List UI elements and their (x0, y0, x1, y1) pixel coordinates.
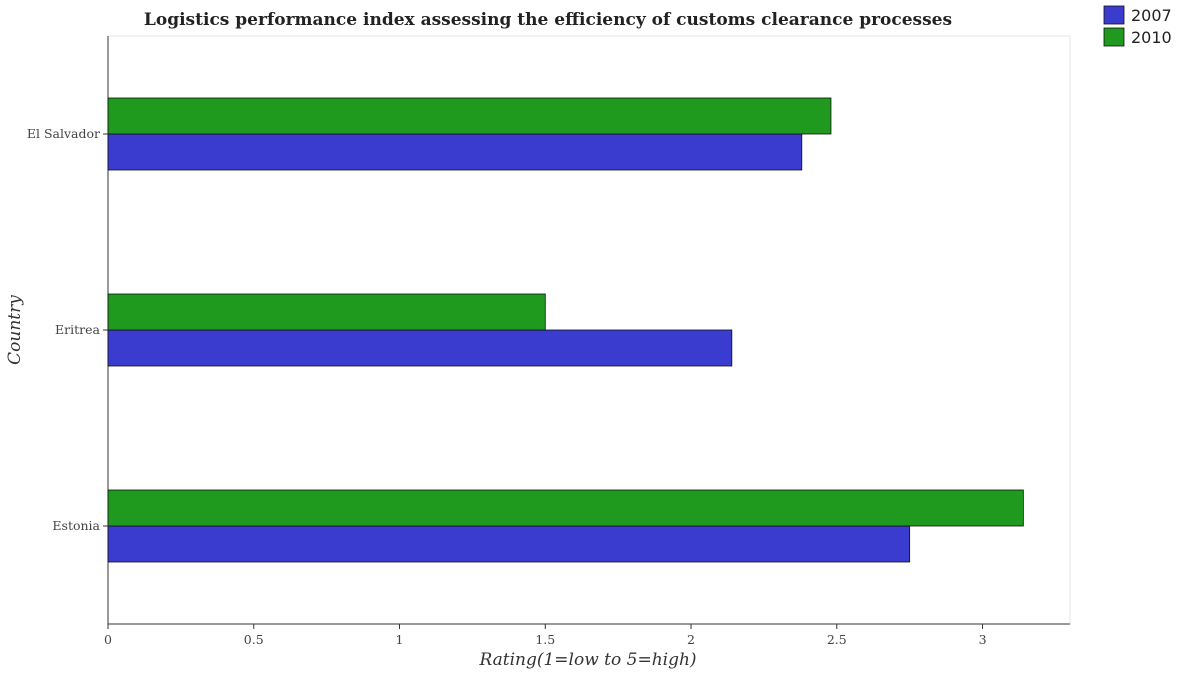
x-axis-title: Rating(1=low to 5=high) (478, 650, 696, 670)
x-tick-label: 0 (104, 632, 112, 647)
x-tick-label: 1 (396, 632, 404, 647)
legend-label-2010: 2010 (1131, 28, 1172, 47)
bar-2010-el-salvador (107, 97, 832, 135)
bar-2007-eritrea (107, 329, 733, 367)
x-tick-label: 2 (687, 632, 695, 647)
x-ticks: 0 0.5 1 1.5 2 2.5 3 (104, 624, 987, 647)
x-tick-label: 2.5 (827, 632, 847, 647)
y-tick-label: Eritrea (55, 322, 100, 337)
x-tick-label: 3 (979, 632, 987, 647)
bar-2007-el-salvador (107, 133, 803, 171)
y-tick-label: El Salvador (27, 126, 100, 141)
y-tick-label: Estonia (52, 518, 100, 533)
bar-2010-estonia (107, 489, 1024, 527)
legend-label-2007: 2007 (1131, 6, 1172, 25)
bar-2010-eritrea (107, 293, 546, 331)
legend-swatch-2007 (1103, 5, 1125, 25)
y-ticks: El Salvador Eritrea Estonia (27, 126, 108, 533)
legend: 2007 2010 (1103, 5, 1172, 47)
y-axis-title: Country (5, 295, 25, 365)
bars-layer (107, 97, 1024, 563)
chart-title: Logistics performance index assessing th… (144, 10, 952, 30)
legend-swatch-2010 (1103, 27, 1125, 47)
bar-2007-estonia (107, 525, 911, 563)
x-tick-label: 1.5 (535, 632, 555, 647)
x-tick-label: 0.5 (244, 632, 264, 647)
